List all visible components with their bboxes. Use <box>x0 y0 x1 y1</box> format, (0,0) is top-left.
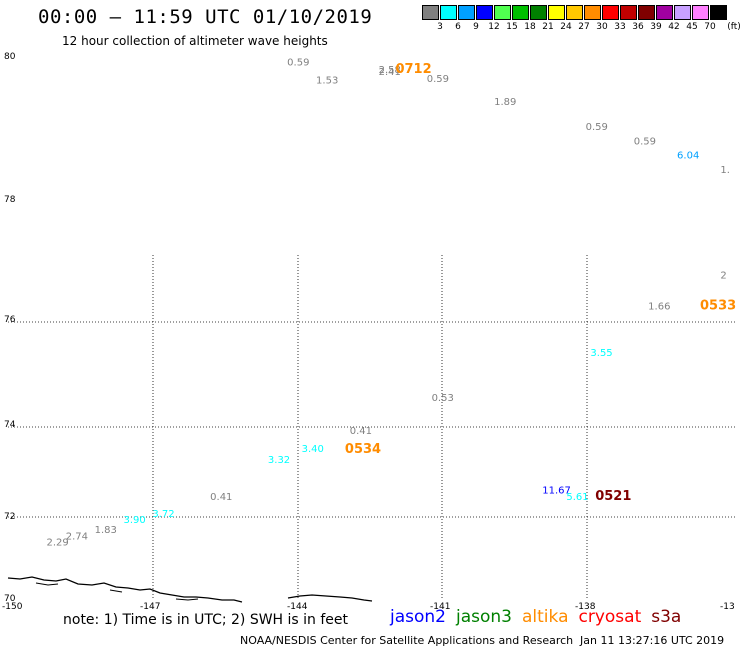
note-text: note: 1) Time is in UTC; 2) SWH is in fe… <box>63 612 349 628</box>
wave-height-value: 0.59 <box>287 58 309 69</box>
legend-swatch <box>692 5 709 20</box>
legend-label: 27 <box>578 22 590 32</box>
legend-label: 70 <box>704 22 716 32</box>
legend-label: 39 <box>650 22 662 32</box>
pass-time-label: 0534 <box>345 442 381 457</box>
wave-height-value: 3.72 <box>152 509 174 520</box>
legend-swatch <box>656 5 673 20</box>
wave-height-value: 0.59 <box>427 74 449 85</box>
legend-swatch <box>620 5 637 20</box>
legend-label: 18 <box>524 22 536 32</box>
legend-swatch <box>638 5 655 20</box>
lon-label: -141 <box>430 602 450 612</box>
legend-label: 6 <box>455 22 461 32</box>
legend-swatch <box>710 5 727 20</box>
wave-height-value: 5.61 <box>566 492 588 503</box>
lat-label: 74 <box>4 420 16 430</box>
credit-text: NOAA/NESDIS Center for Satellite Applica… <box>240 634 574 647</box>
longitude-labels: -150 -147 -144 -141 -138 -13 <box>2 602 735 612</box>
legend-label: 42 <box>668 22 680 32</box>
lat-label: 70 <box>4 594 16 604</box>
satellite-s3a: s3a <box>651 607 682 627</box>
wave-height-values: 0.59 1.53 2.582.41 0.59 1.89 0.59 0.59 6.04 1. 2 1… <box>47 58 730 549</box>
legend-swatch <box>440 5 457 20</box>
legend-label: 30 <box>596 22 608 32</box>
wave-height-value: 2.74 <box>66 531 88 542</box>
legend-swatch <box>494 5 511 20</box>
satellite-altika: altika <box>522 607 569 627</box>
wave-height-value: 1.89 <box>494 97 516 108</box>
legend-swatch <box>458 5 475 20</box>
wave-height-value: 11.67 <box>542 486 571 497</box>
lon-label: -13 <box>720 602 735 612</box>
coastline <box>7 576 373 603</box>
lon-label: -144 <box>287 602 308 612</box>
wave-height-value: 1.83 <box>95 525 117 536</box>
lon-label: -138 <box>575 602 596 612</box>
pass-time-label: 0533 <box>700 299 736 314</box>
legend-swatch <box>674 5 691 20</box>
map-title: 00:00 – 11:59 UTC 01/10/2019 <box>38 6 373 28</box>
wave-height-value: 1.66 <box>648 302 670 313</box>
wave-height-value: 2.29 <box>47 537 69 548</box>
lon-label: -150 <box>2 602 23 612</box>
lat-label: 76 <box>4 315 16 325</box>
lat-label: 78 <box>4 195 16 205</box>
wave-height-value: 1. <box>720 165 730 176</box>
latitude-labels: 80 78 76 74 72 70 <box>4 52 16 604</box>
satellite-jason2: jason2 <box>390 607 446 627</box>
legend-swatch <box>602 5 619 20</box>
coastline-islands <box>35 582 199 601</box>
legend-label: 15 <box>506 22 518 32</box>
wave-height-value: 0.41 <box>350 426 372 437</box>
map-subtitle: 12 hour collection of altimeter wave hei… <box>62 34 328 48</box>
legend-swatch <box>584 5 601 20</box>
legend-label: 24 <box>560 22 572 32</box>
pass-time-label: 0712 <box>395 62 431 77</box>
legend-label: 36 <box>632 22 644 32</box>
timestamp: Jan 11 13:27:16 UTC 2019 <box>580 634 725 647</box>
wave-height-value: 3.55 <box>590 348 612 359</box>
lat-lon-grid <box>8 255 735 598</box>
legend-swatch <box>548 5 565 20</box>
legend-swatch <box>566 5 583 20</box>
wave-height-value: 3.32 <box>268 455 290 466</box>
coastline-yukon <box>287 594 373 602</box>
legend-label: 9 <box>473 22 479 32</box>
satellite-cryosat: cryosat <box>578 607 642 627</box>
legend-label: 12 <box>488 22 500 32</box>
wave-height-value: 3.90 <box>124 515 146 526</box>
legend-label: 3 <box>437 22 443 32</box>
wave-height-value: 2.41 <box>379 67 401 78</box>
wave-height-value: 0.59 <box>634 136 656 147</box>
legend-label: 33 <box>614 22 626 32</box>
legend-swatch <box>512 5 529 20</box>
satellite-legend: jason2 jason3 altika cryosat s3a <box>390 607 691 627</box>
lat-label: 72 <box>4 512 15 522</box>
wave-height-value: 0.59 <box>586 122 608 133</box>
wave-height-value: 6.04 <box>677 151 699 162</box>
legend-label: 21 <box>542 22 554 32</box>
lon-label: -147 <box>140 602 160 612</box>
legend-swatch <box>422 5 439 20</box>
wave-height-value: 2.58 <box>379 65 401 76</box>
legend-swatch <box>530 5 547 20</box>
satellite-jason3: jason3 <box>456 607 512 627</box>
coastline-alaska <box>7 576 243 603</box>
pass-time-label: 0521 <box>595 489 631 504</box>
lat-label: 80 <box>4 52 16 62</box>
wave-height-value: 2 <box>720 271 726 282</box>
wave-height-value: 3.40 <box>302 444 324 455</box>
wave-height-value: 0.53 <box>432 393 454 404</box>
legend-label: 45 <box>686 22 698 32</box>
pass-times: 0712 0533 0534 0521 <box>345 62 736 504</box>
wave-height-value: 0.41 <box>210 492 232 503</box>
legend-unit: (ft) <box>727 22 740 32</box>
legend-swatch <box>476 5 493 20</box>
wave-height-value: 1.53 <box>316 76 338 87</box>
